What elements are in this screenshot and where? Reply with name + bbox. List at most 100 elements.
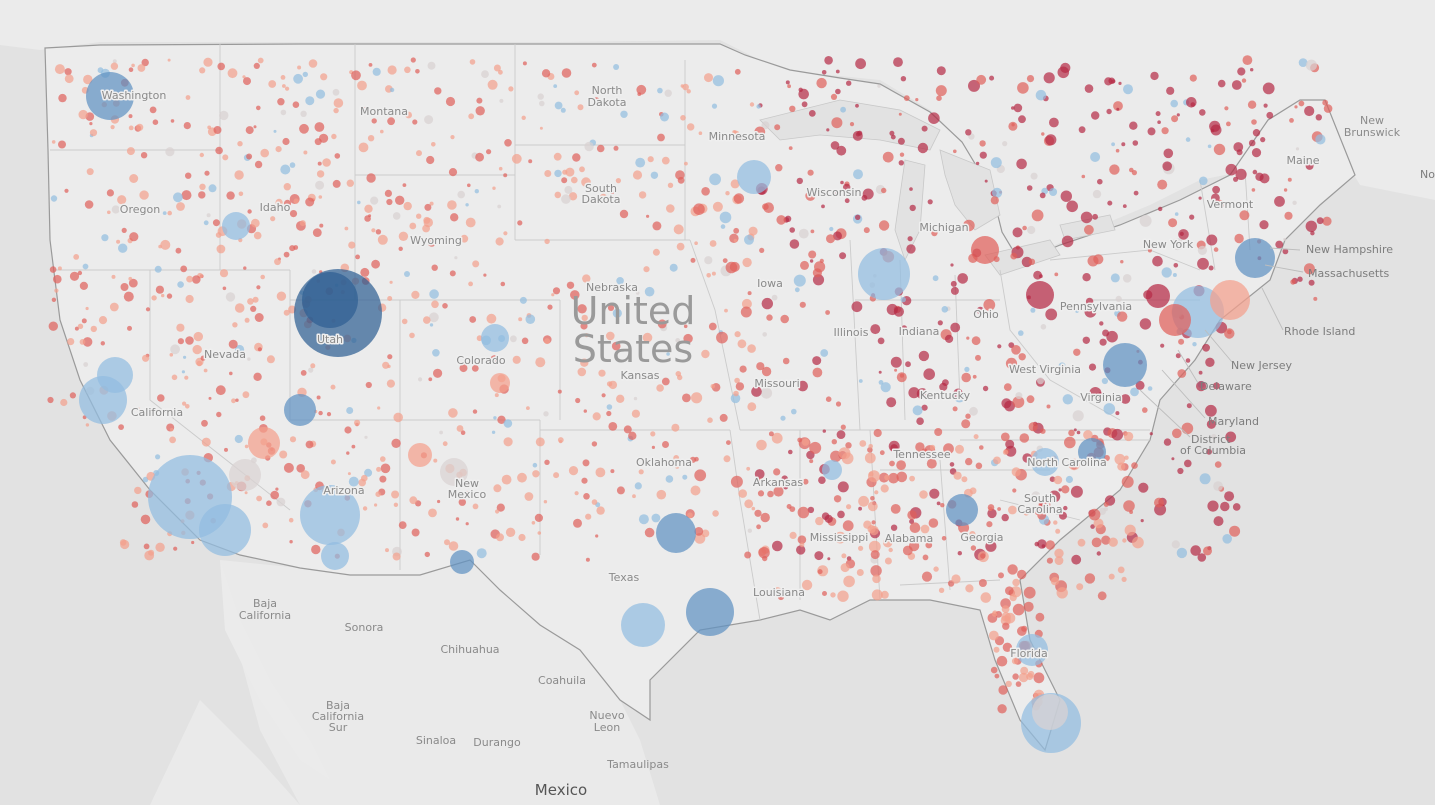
county-bubble: [709, 173, 721, 186]
county-bubble: [972, 374, 977, 379]
county-bubble: [518, 317, 523, 322]
county-bubble: [429, 289, 439, 299]
county-bubble: [970, 545, 977, 551]
county-bubble: [84, 200, 94, 209]
county-bubble: [458, 498, 466, 506]
county-bubble: [282, 137, 290, 146]
county-bubble: [217, 62, 225, 71]
county-bubble: [371, 259, 380, 269]
county-bubble: [456, 425, 464, 432]
county-bubble: [1045, 540, 1056, 550]
county-bubble: [408, 443, 432, 467]
county-bubble: [537, 93, 544, 100]
label-baja-california-sur-1: Baja: [326, 699, 350, 712]
county-bubble: [898, 160, 904, 166]
county-bubble: [528, 159, 533, 164]
county-bubble: [1107, 200, 1113, 206]
county-bubble: [1017, 82, 1029, 94]
label-delaware: Delaware: [1200, 380, 1252, 393]
county-bubble: [964, 366, 970, 372]
label-nevada: Nevada: [204, 348, 246, 361]
county-bubble: [500, 281, 506, 287]
county-bubble: [632, 170, 643, 180]
county-bubble: [564, 185, 573, 194]
county-bubble: [1008, 121, 1018, 131]
county-bubble: [380, 129, 384, 134]
county-bubble: [836, 145, 847, 156]
county-bubble: [761, 297, 773, 310]
county-bubble: [395, 195, 405, 205]
county-bubble: [409, 496, 418, 505]
county-bubble: [455, 517, 460, 521]
county-bubble: [393, 412, 404, 423]
county-bubble: [623, 425, 632, 434]
county-bubble: [155, 454, 161, 460]
county-bubble: [1073, 348, 1081, 356]
label-ohio: Ohio: [973, 308, 999, 321]
county-bubble: [816, 77, 827, 89]
country-label-line2: States: [573, 327, 693, 371]
county-bubble: [512, 355, 521, 364]
county-bubble: [428, 377, 433, 382]
county-bubble: [544, 170, 552, 177]
county-bubble: [997, 704, 1007, 714]
county-bubble: [610, 190, 615, 194]
county-bubble: [299, 123, 309, 134]
county-bubble: [1171, 115, 1179, 123]
label-montana: Montana: [360, 105, 408, 118]
county-bubble: [1005, 357, 1018, 369]
county-bubble: [638, 469, 644, 475]
county-bubble: [1101, 377, 1108, 385]
county-bubble: [1197, 245, 1207, 255]
county-bubble: [346, 179, 354, 187]
county-bubble: [899, 152, 905, 157]
county-bubble: [744, 234, 754, 245]
county-bubble: [293, 198, 299, 204]
county-bubble: [747, 402, 757, 412]
county-bubble: [1206, 448, 1212, 455]
county-bubble: [90, 325, 98, 333]
county-bubble: [519, 296, 527, 304]
county-bubble: [183, 355, 187, 359]
county-bubble: [881, 187, 887, 194]
state-labels: Washington Montana North Dakota Minnesot…: [100, 83, 1321, 662]
county-bubble: [499, 98, 504, 103]
county-bubble: [1053, 475, 1063, 485]
county-bubble: [418, 377, 423, 382]
county-bubble: [1018, 115, 1026, 124]
county-bubble: [247, 357, 251, 361]
county-bubble: [389, 280, 393, 284]
county-bubble: [1131, 170, 1137, 176]
county-bubble: [1115, 295, 1122, 302]
county-bubble: [227, 68, 238, 79]
county-bubble: [81, 318, 87, 324]
county-bubble: [836, 430, 846, 439]
county-bubble: [712, 75, 725, 87]
label-kentucky: Kentucky: [920, 389, 971, 402]
county-bubble: [254, 313, 264, 322]
county-bubble: [393, 502, 399, 507]
county-bubble: [257, 57, 264, 64]
county-bubble: [929, 488, 940, 499]
label-maine: Maine: [1286, 154, 1319, 167]
county-bubble: [998, 572, 1004, 579]
county-bubble: [1171, 540, 1180, 549]
county-bubble: [1027, 225, 1036, 235]
county-bubble: [305, 440, 314, 449]
county-bubble: [1162, 161, 1172, 171]
county-bubble: [1065, 475, 1073, 484]
county-bubble: [868, 540, 881, 553]
county-bubble: [83, 74, 93, 85]
county-bubble: [747, 291, 752, 296]
county-bubble: [1213, 247, 1219, 252]
county-bubble: [1016, 634, 1048, 666]
county-bubble: [966, 336, 970, 340]
county-bubble: [503, 419, 513, 428]
label-massachusetts: Massachusetts: [1308, 267, 1390, 280]
county-bubble: [357, 80, 367, 91]
county-bubble: [638, 514, 649, 525]
county-bubble: [560, 107, 566, 113]
county-bubble: [392, 212, 401, 220]
county-bubble: [894, 368, 898, 372]
